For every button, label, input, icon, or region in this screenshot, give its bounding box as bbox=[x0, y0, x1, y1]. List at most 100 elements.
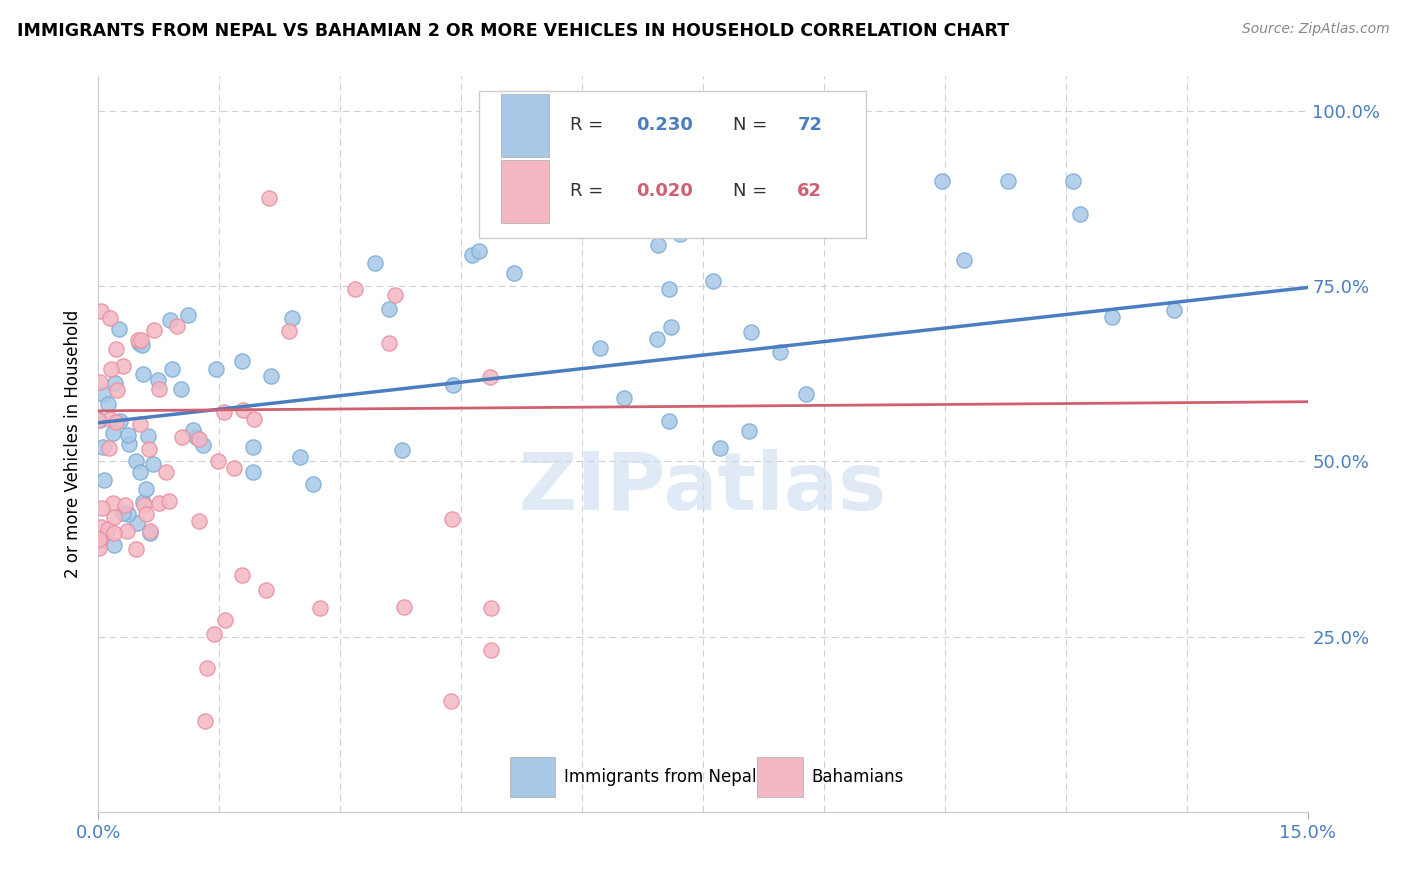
Point bbox=[103, 509, 125, 524]
Point bbox=[101, 496, 124, 510]
Point bbox=[91, 440, 114, 454]
Point bbox=[181, 423, 204, 437]
Point bbox=[127, 333, 149, 347]
Point bbox=[132, 367, 155, 381]
Point bbox=[90, 520, 112, 534]
Point bbox=[709, 442, 731, 456]
Point bbox=[740, 325, 762, 339]
Point bbox=[378, 301, 401, 316]
Point bbox=[478, 370, 501, 384]
Point bbox=[155, 465, 177, 479]
Point bbox=[613, 391, 636, 405]
FancyBboxPatch shape bbox=[501, 161, 550, 223]
Point bbox=[184, 430, 207, 444]
Y-axis label: 2 or more Vehicles in Household: 2 or more Vehicles in Household bbox=[65, 310, 83, 578]
Point bbox=[212, 405, 235, 419]
Point bbox=[288, 450, 311, 464]
Point bbox=[647, 238, 669, 252]
Point bbox=[89, 375, 111, 389]
Point bbox=[91, 387, 114, 401]
Point bbox=[997, 174, 1019, 188]
Point bbox=[301, 477, 323, 491]
Text: R =: R = bbox=[569, 116, 609, 134]
Point bbox=[90, 500, 112, 515]
Point bbox=[177, 309, 200, 323]
Point bbox=[309, 601, 332, 615]
Point bbox=[277, 324, 299, 338]
Point bbox=[202, 627, 225, 641]
Point bbox=[114, 498, 136, 512]
Point bbox=[104, 376, 127, 390]
Point bbox=[159, 313, 181, 327]
Point bbox=[166, 319, 188, 334]
Point bbox=[188, 432, 211, 446]
Point bbox=[103, 526, 125, 541]
Point bbox=[364, 256, 387, 270]
Point bbox=[658, 282, 681, 296]
Point bbox=[138, 442, 160, 456]
Point bbox=[1069, 207, 1091, 221]
Point bbox=[1163, 302, 1185, 317]
Text: N =: N = bbox=[734, 116, 773, 134]
Point bbox=[440, 694, 463, 708]
Point bbox=[589, 341, 612, 355]
Point bbox=[146, 372, 169, 386]
Point bbox=[97, 522, 120, 536]
Text: 62: 62 bbox=[797, 182, 823, 201]
Point bbox=[131, 338, 153, 352]
Point bbox=[207, 454, 229, 468]
Point bbox=[128, 336, 150, 351]
Point bbox=[461, 248, 484, 262]
Point bbox=[103, 425, 125, 440]
Point bbox=[103, 538, 125, 552]
Text: 0.230: 0.230 bbox=[637, 116, 693, 134]
Point bbox=[1101, 310, 1123, 324]
Point bbox=[384, 288, 406, 302]
Point bbox=[440, 512, 463, 526]
Point bbox=[188, 514, 211, 528]
Point bbox=[111, 359, 134, 373]
Point bbox=[89, 533, 111, 548]
Point bbox=[157, 493, 180, 508]
FancyBboxPatch shape bbox=[758, 756, 803, 797]
Point bbox=[87, 532, 110, 546]
Point bbox=[93, 473, 115, 487]
Point bbox=[111, 506, 134, 520]
Point bbox=[105, 342, 128, 356]
Point bbox=[148, 496, 170, 510]
Point bbox=[953, 252, 976, 267]
Point bbox=[131, 333, 153, 347]
Point bbox=[105, 383, 128, 397]
Point bbox=[224, 461, 246, 475]
Point bbox=[160, 361, 183, 376]
Point bbox=[193, 438, 215, 452]
Point bbox=[135, 483, 157, 497]
Point bbox=[254, 583, 277, 598]
Point bbox=[87, 413, 110, 427]
Point bbox=[391, 443, 413, 458]
Point bbox=[443, 378, 465, 392]
Point bbox=[659, 319, 682, 334]
Point bbox=[214, 613, 236, 627]
Point bbox=[204, 361, 226, 376]
Point bbox=[392, 599, 415, 614]
Point bbox=[136, 429, 159, 443]
Point bbox=[118, 437, 141, 451]
Text: Bahamians: Bahamians bbox=[811, 768, 904, 786]
Point bbox=[281, 310, 304, 325]
Point bbox=[98, 310, 121, 325]
Point bbox=[148, 382, 170, 396]
Point bbox=[129, 465, 152, 479]
Text: ZIPatlas: ZIPatlas bbox=[519, 449, 887, 527]
Text: Immigrants from Nepal: Immigrants from Nepal bbox=[564, 768, 756, 786]
Point bbox=[139, 524, 162, 538]
Point bbox=[89, 413, 111, 427]
Point bbox=[97, 397, 120, 411]
Point bbox=[104, 415, 127, 429]
Text: R =: R = bbox=[569, 182, 609, 201]
Point bbox=[100, 362, 122, 376]
Point bbox=[503, 266, 526, 280]
Text: 72: 72 bbox=[797, 116, 823, 134]
Point bbox=[242, 440, 264, 454]
Point bbox=[90, 304, 112, 318]
